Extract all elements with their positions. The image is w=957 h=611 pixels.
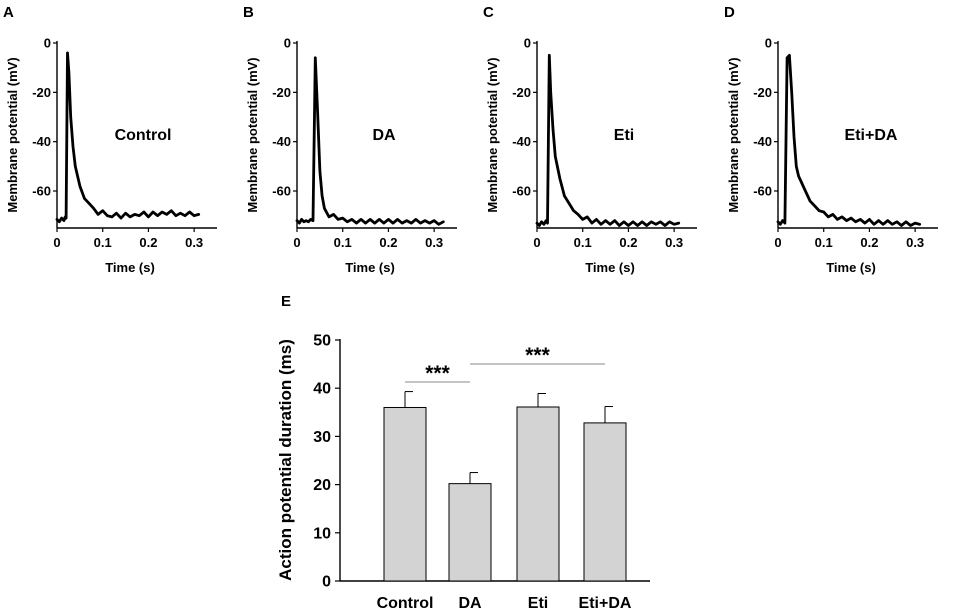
x-tick-label: 0.1 xyxy=(94,235,112,250)
y-tick-label: -20 xyxy=(32,85,51,100)
y-tick-label: -40 xyxy=(32,134,51,149)
bar xyxy=(516,406,560,582)
x-axis-title: Time (s) xyxy=(105,260,155,275)
panel-letter: A xyxy=(3,4,14,21)
y-tick-label: -40 xyxy=(272,134,291,149)
y-tick-label: -20 xyxy=(272,85,291,100)
x-tick-label: 0.2 xyxy=(139,235,157,250)
x-tick-label: 0 xyxy=(533,235,540,250)
x-tick-label: 0.2 xyxy=(860,235,878,250)
y-tick-label: -20 xyxy=(512,85,531,100)
panel-d: D 0 -20 -40 -60 0 0.1 0.2 0.3 Time (s) Membrane po… xyxy=(724,4,938,275)
bar xyxy=(583,422,627,582)
panel-c: C 0 -20 -40 -60 0 0.1 0.2 0.3 Time (s) Membrane po… xyxy=(483,4,697,275)
x-tick-label: 0.3 xyxy=(906,235,924,250)
panel-letter: E xyxy=(281,293,291,310)
bar xyxy=(383,406,427,582)
condition-label: Control xyxy=(115,127,172,144)
x-tick-label: 0.1 xyxy=(574,235,592,250)
x-tick-label: 0.2 xyxy=(619,235,637,250)
x-tick-label: 0 xyxy=(53,235,60,250)
y-tick-label: 30 xyxy=(313,429,331,446)
y-tick-label: 0 xyxy=(284,36,291,51)
y-axis-title: Membrane potential (mV) xyxy=(5,57,20,212)
y-axis-title: Membrane potential (mV) xyxy=(485,57,500,212)
category-label: Eti+DA xyxy=(579,595,632,611)
significance-label: *** xyxy=(525,344,550,367)
x-axis-title: Time (s) xyxy=(826,260,876,275)
panel-letter: B xyxy=(243,4,254,21)
x-tick-label: 0.3 xyxy=(185,235,203,250)
y-tick-label: -60 xyxy=(32,184,51,199)
x-axis-title: Time (s) xyxy=(585,260,635,275)
bar xyxy=(448,483,492,582)
y-axis-title: Membrane potential (mV) xyxy=(726,57,741,212)
category-label: Eti xyxy=(528,595,548,611)
y-axis-title: Action potential duration (ms) xyxy=(276,339,295,581)
panel-b: B 0 -20 -40 -60 0 0.1 0.2 0.3 Time (s) Membrane po… xyxy=(243,4,457,275)
y-axis-title: Membrane potential (mV) xyxy=(245,57,260,212)
y-tick-label: 0 xyxy=(524,36,531,51)
ap-trace-line xyxy=(55,51,201,224)
panel-letter: C xyxy=(483,4,494,21)
y-tick-label: -20 xyxy=(753,85,772,100)
y-tick-label: 20 xyxy=(313,477,331,494)
y-tick-label: 0 xyxy=(322,574,331,591)
y-tick-label: 10 xyxy=(313,525,331,542)
x-tick-label: 0.1 xyxy=(334,235,352,250)
x-tick-label: 0.1 xyxy=(815,235,833,250)
y-tick-label: 0 xyxy=(44,36,51,51)
panel-letter: D xyxy=(724,4,735,21)
x-tick-label: 0.2 xyxy=(379,235,397,250)
ap-trace-line xyxy=(295,56,445,226)
category-label: DA xyxy=(458,595,482,611)
x-tick-label: 0 xyxy=(774,235,781,250)
ap-trace-line xyxy=(776,53,922,227)
ap-trace-line xyxy=(535,53,681,227)
y-tick-label: 40 xyxy=(313,381,331,398)
condition-label: DA xyxy=(372,127,396,144)
x-tick-label: 0.3 xyxy=(425,235,443,250)
y-tick-label: -40 xyxy=(753,134,772,149)
x-tick-label: 0.3 xyxy=(665,235,683,250)
condition-label: Eti+DA xyxy=(845,127,898,144)
condition-label: Eti xyxy=(614,127,634,144)
significance-label: *** xyxy=(425,362,450,385)
x-tick-label: 0 xyxy=(293,235,300,250)
y-tick-label: 0 xyxy=(765,36,772,51)
x-axis-title: Time (s) xyxy=(345,260,395,275)
y-tick-label: -60 xyxy=(753,184,772,199)
y-tick-label: -60 xyxy=(512,184,531,199)
category-label: Control xyxy=(377,595,434,611)
y-tick-label: -60 xyxy=(272,184,291,199)
panel-e: E 0 10 20 30 40 50 Action potential duration (m… xyxy=(276,293,650,611)
y-tick-label: -40 xyxy=(512,134,531,149)
panel-a: A 0 -20 -40 -60 0 0.1 0.2 0.3 Time (s) Membrane po… xyxy=(3,4,217,275)
y-tick-label: 50 xyxy=(313,333,331,350)
